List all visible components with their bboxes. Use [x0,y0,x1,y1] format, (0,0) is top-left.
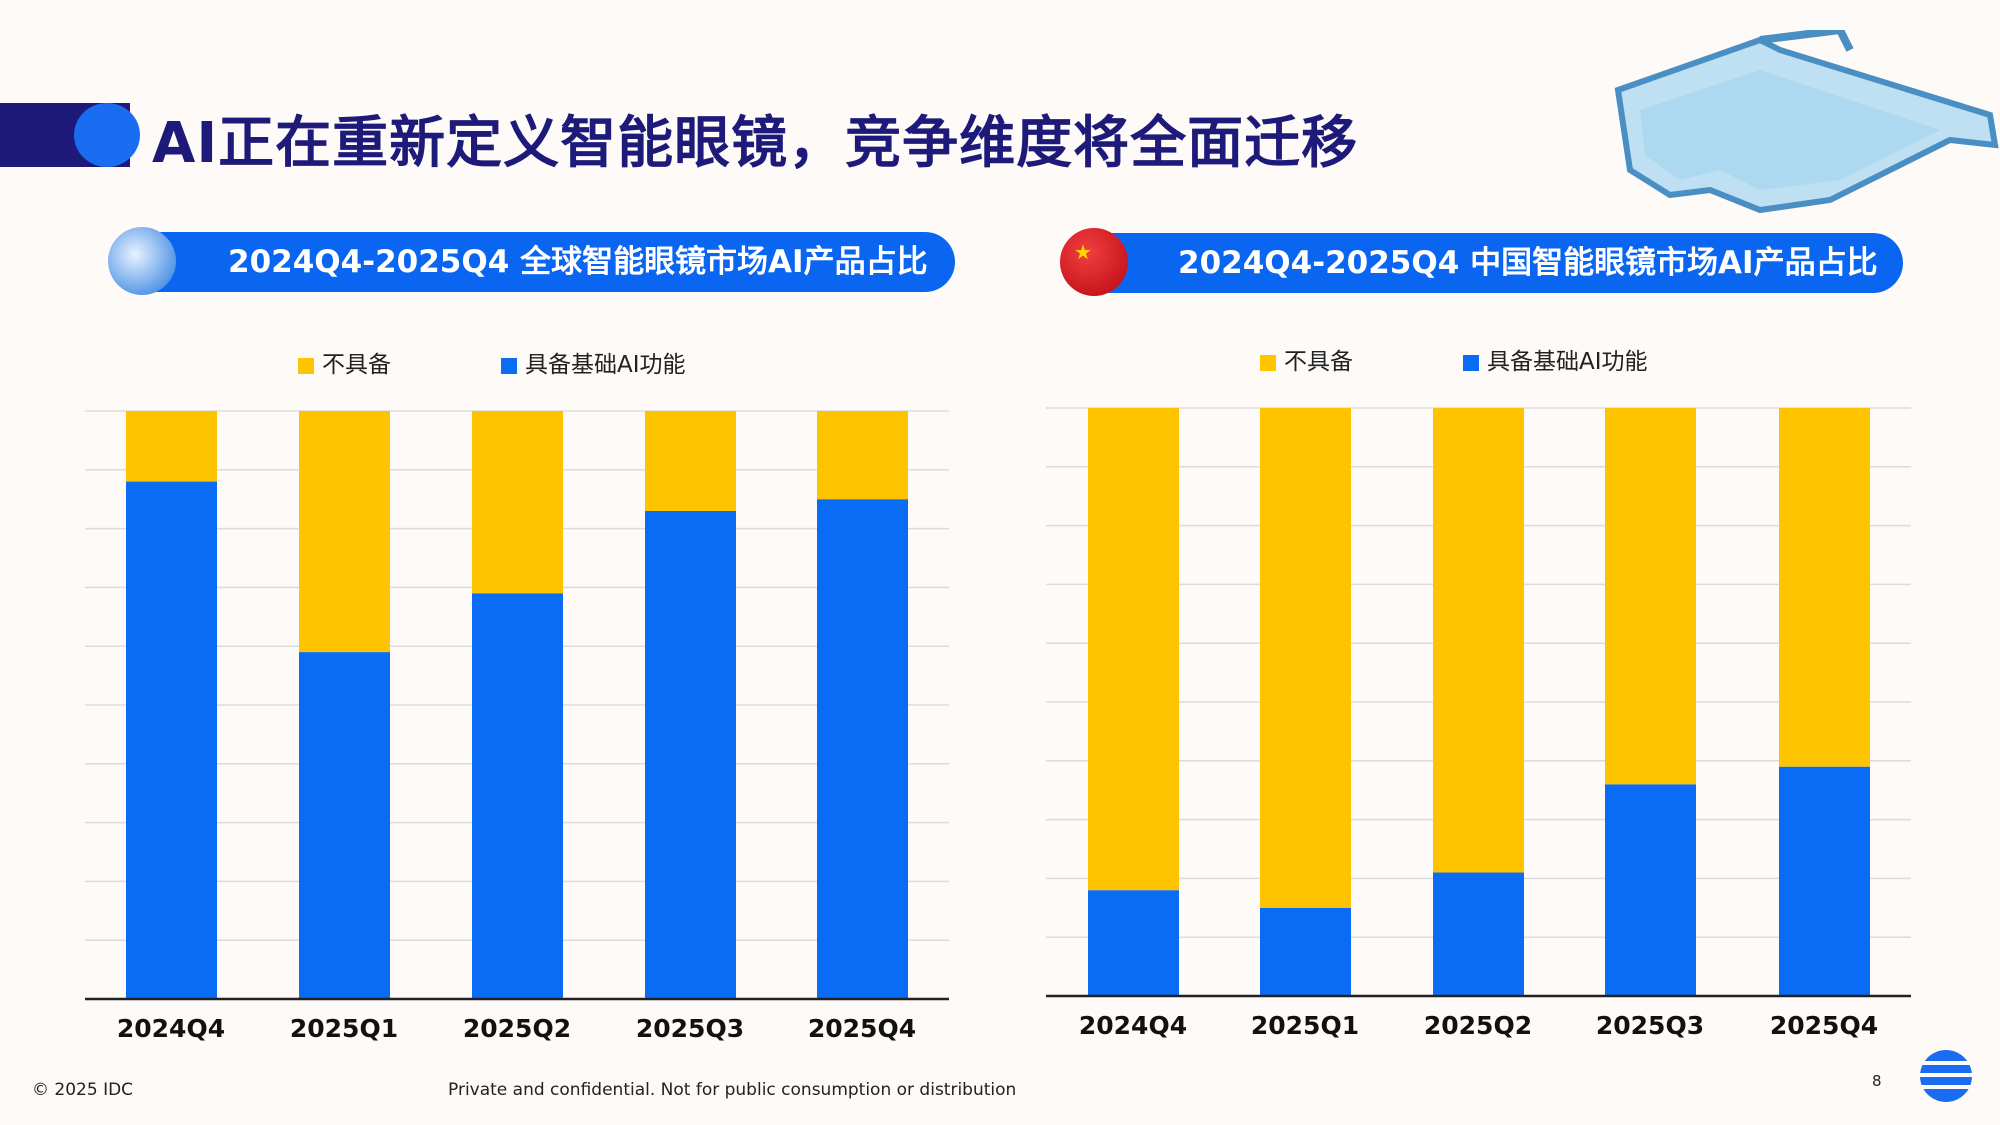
bar-no-ai-2024Q4 [126,411,217,482]
x-tick-label: 2025Q3 [636,1014,744,1043]
globe-icon [108,227,176,295]
china-flag-icon: ★ [1060,228,1128,296]
bar-no-ai-2025Q1 [1260,408,1351,908]
china-chart-title-text: 2024Q4-2025Q4 中国智能眼镜市场AI产品占比 [1178,245,1878,281]
global-chart-title: 2024Q4-2025Q4 全球智能眼镜市场AI产品占比 [150,232,955,292]
copyright: © 2025 IDC [32,1080,134,1100]
x-tick-label: 2025Q2 [1424,1011,1532,1040]
bar-no-ai-2024Q4 [1088,408,1179,891]
bar-no-ai-2025Q3 [645,411,736,511]
bar-basic-ai-2025Q3 [645,510,736,999]
global-chart-title-text: 2024Q4-2025Q4 全球智能眼镜市场AI产品占比 [228,244,928,280]
bar-no-ai-2025Q2 [472,411,563,594]
bar-basic-ai-2025Q4 [817,499,908,999]
bar-basic-ai-2025Q1 [1260,907,1351,996]
idc-logo-icon [1918,1050,1974,1102]
china-legend: 不具备 具备基础AI功能 [1260,342,1648,376]
china-chart-title: 2024Q4-2025Q4 中国智能眼镜市场AI产品占比 [1100,233,1903,293]
bar-basic-ai-2025Q4 [1779,766,1870,996]
bar-basic-ai-2025Q1 [299,652,390,999]
bar-no-ai-2025Q1 [299,411,390,653]
confidential-notice: Private and confidential. Not for public… [448,1080,1017,1100]
bar-no-ai-2025Q4 [817,411,908,500]
bar-no-ai-2025Q2 [1433,408,1524,873]
legend-item-basic-ai: 具备基础AI功能 [501,345,686,379]
bar-basic-ai-2025Q2 [1433,872,1524,996]
bar-basic-ai-2025Q3 [1605,784,1696,996]
bar-no-ai-2025Q4 [1779,408,1870,767]
x-tick-label: 2024Q4 [1079,1011,1187,1040]
x-tick-label: 2025Q2 [463,1014,571,1043]
page-title: AI正在重新定义智能眼镜，竞争维度将全面迁移 [152,111,1359,176]
star-icon: ★ [1074,240,1092,264]
global-legend: 不具备 具备基础AI功能 [298,345,686,379]
bar-basic-ai-2024Q4 [1088,890,1179,996]
title-accent-cap [74,103,140,167]
x-tick-label: 2025Q1 [290,1014,398,1043]
legend-item-basic-ai: 具备基础AI功能 [1463,342,1648,376]
x-tick-label: 2025Q1 [1251,1011,1359,1040]
legend-item-no-ai: 不具备 [1260,342,1353,376]
x-tick-label: 2025Q4 [808,1014,916,1043]
page-number: 8 [1872,1072,1882,1090]
x-tick-label: 2025Q3 [1596,1011,1704,1040]
x-tick-label: 2025Q4 [1770,1011,1878,1040]
smart-glasses-image [1614,30,1999,214]
bar-basic-ai-2025Q2 [472,593,563,999]
x-tick-label: 2024Q4 [117,1014,225,1043]
legend-item-no-ai: 不具备 [298,345,391,379]
bar-basic-ai-2024Q4 [126,481,217,999]
bar-no-ai-2025Q3 [1605,408,1696,785]
